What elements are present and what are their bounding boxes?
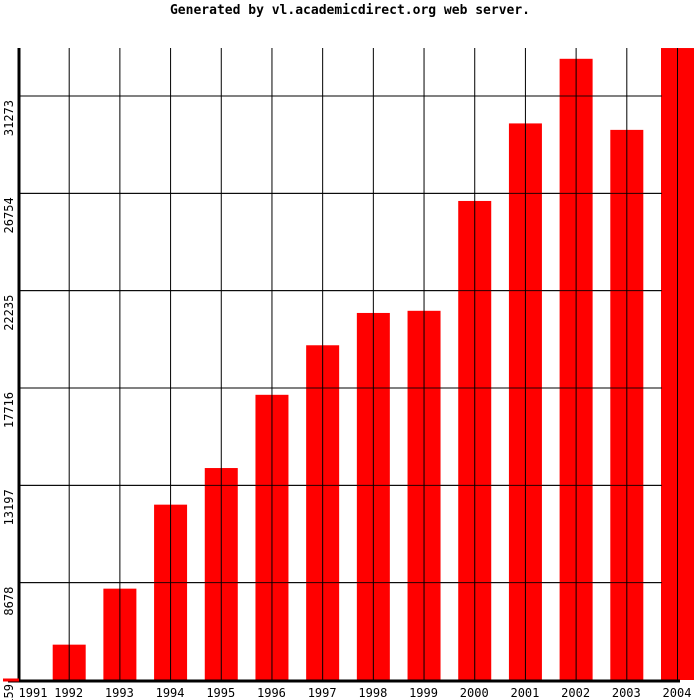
y-tick-label: 31273 <box>2 100 16 136</box>
x-tick-label: 2001 <box>510 686 539 700</box>
x-tick-label: 2004 <box>663 686 692 700</box>
y-tick-label: 4159 <box>2 684 16 700</box>
axes <box>3 48 680 683</box>
chart-title: Generated by vl.academicdirect.org web s… <box>170 3 530 18</box>
x-tick-label: 1993 <box>105 686 134 700</box>
y-tick-label: 26754 <box>2 197 16 233</box>
x-tick-label: 2000 <box>460 686 489 700</box>
x-tick-label: 1999 <box>409 686 438 700</box>
x-tick-label: 2003 <box>612 686 641 700</box>
x-tick-label: 2002 <box>561 686 590 700</box>
y-tick-label: 17716 <box>2 392 16 428</box>
y-tick-label: 8678 <box>2 587 16 616</box>
x-tick-label: 1996 <box>257 686 286 700</box>
x-tick-label: 1995 <box>206 686 235 700</box>
x-tick-label: 1991 <box>19 686 48 700</box>
x-tick-label: 1997 <box>308 686 337 700</box>
x-tick-label: 1992 <box>54 686 83 700</box>
bars <box>19 48 694 681</box>
x-axis-ticks: 1991 1992 1993 1994 1995 1996 1997 1998 1999 2000… <box>19 686 692 700</box>
y-tick-label: 13197 <box>2 489 16 525</box>
y-tick-label: 22235 <box>2 295 16 331</box>
x-tick-label: 1998 <box>358 686 387 700</box>
y-axis-ticks: 4159 8678 13197 17716 22235 26754 31273 <box>2 100 16 700</box>
x-tick-label: 1994 <box>156 686 185 700</box>
